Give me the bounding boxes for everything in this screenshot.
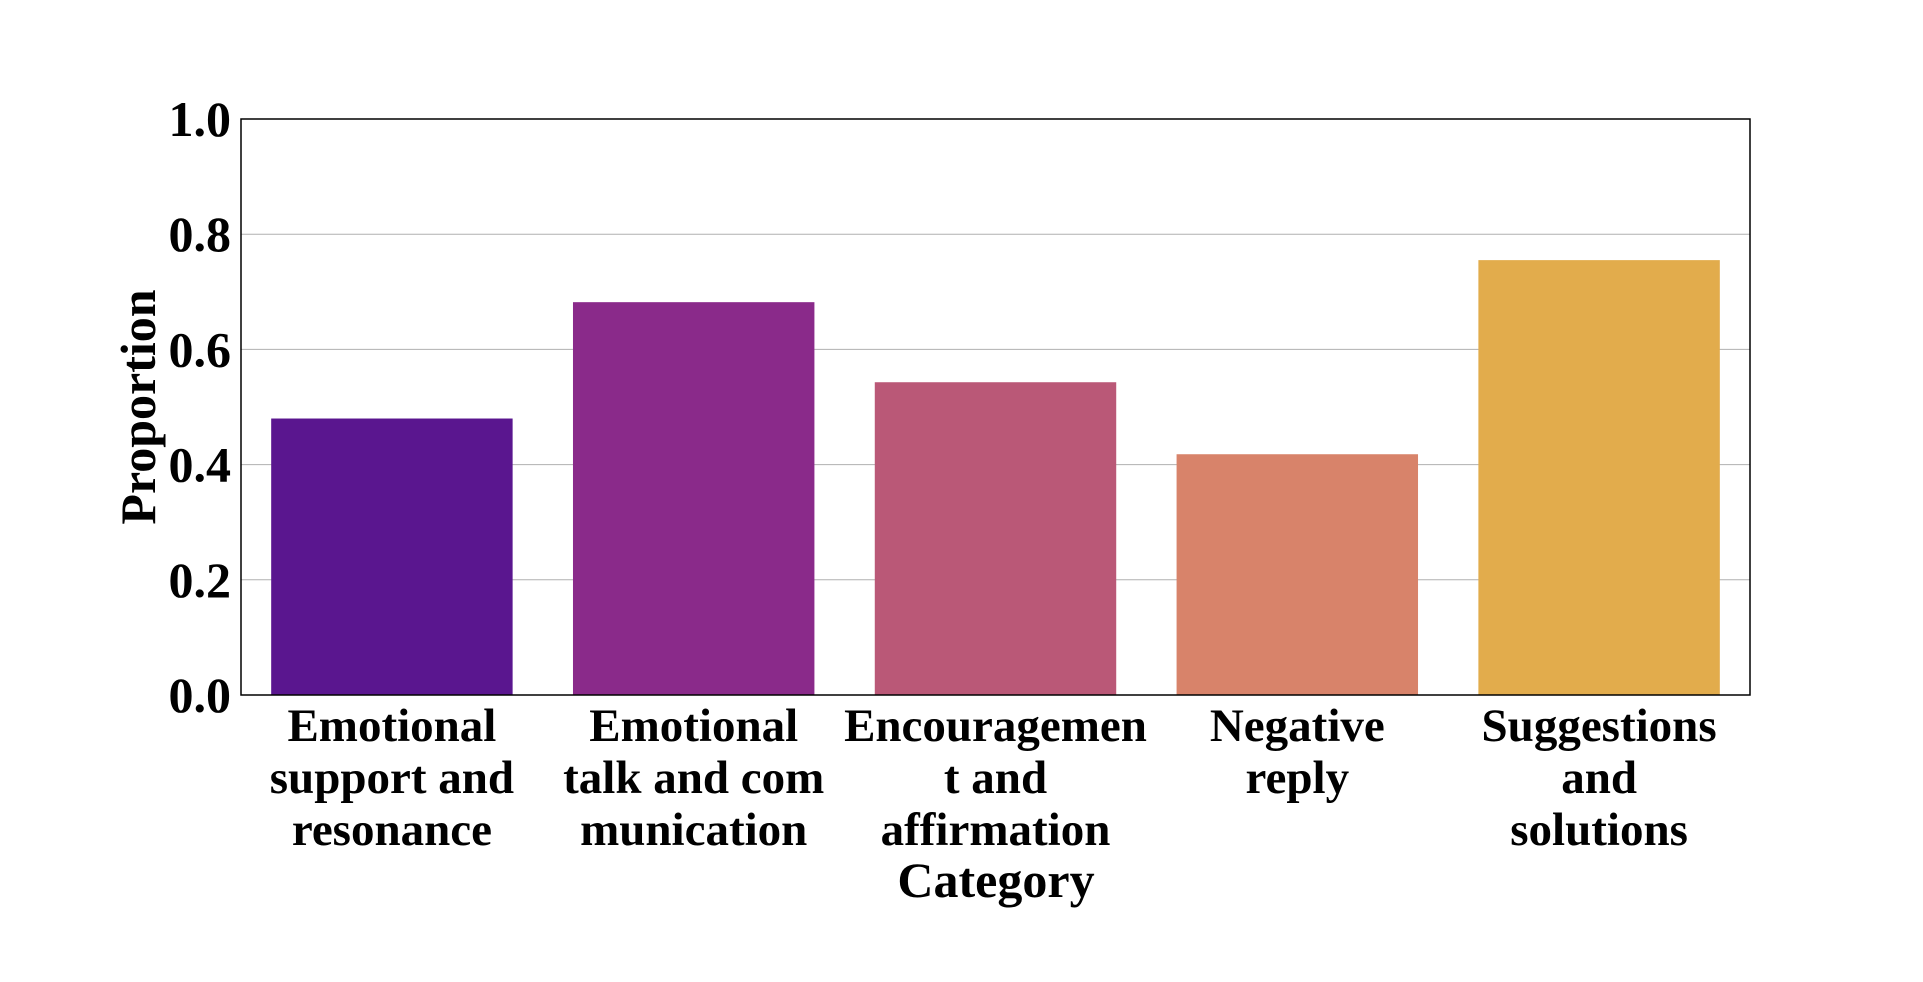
x-tick-label: Suggestions and solutions [1482,700,1717,856]
bar [1176,454,1419,695]
y-tick-label: 0.6 [169,321,232,377]
y-tick-label: 1.0 [169,91,232,147]
y-tick-label: 0.0 [169,667,232,723]
x-tick-labels: Emotional support and resonance Emotional ta… [270,700,1717,856]
y-tick-label: 0.4 [169,437,232,493]
y-ticks: 0.0 0.2 0.4 0.6 0.8 1.0 [169,91,232,723]
y-tick-label: 0.8 [169,206,232,262]
x-axis-title: Category [897,852,1094,908]
y-axis-title: Proportion [110,289,166,524]
bar [271,418,513,695]
y-tick-label: 0.2 [169,552,232,608]
x-tick-label: Emotional talk and com munication [563,700,824,856]
bar [874,382,1117,695]
bar [572,302,815,695]
x-tick-label: Emotional support and resonance [270,700,514,856]
x-tick-label: Encouragemen t and affirmation [844,700,1147,856]
x-tick-label: Negative reply [1210,700,1385,804]
plot-frame [240,118,1751,696]
bars [271,260,1720,695]
bar [1478,260,1720,695]
